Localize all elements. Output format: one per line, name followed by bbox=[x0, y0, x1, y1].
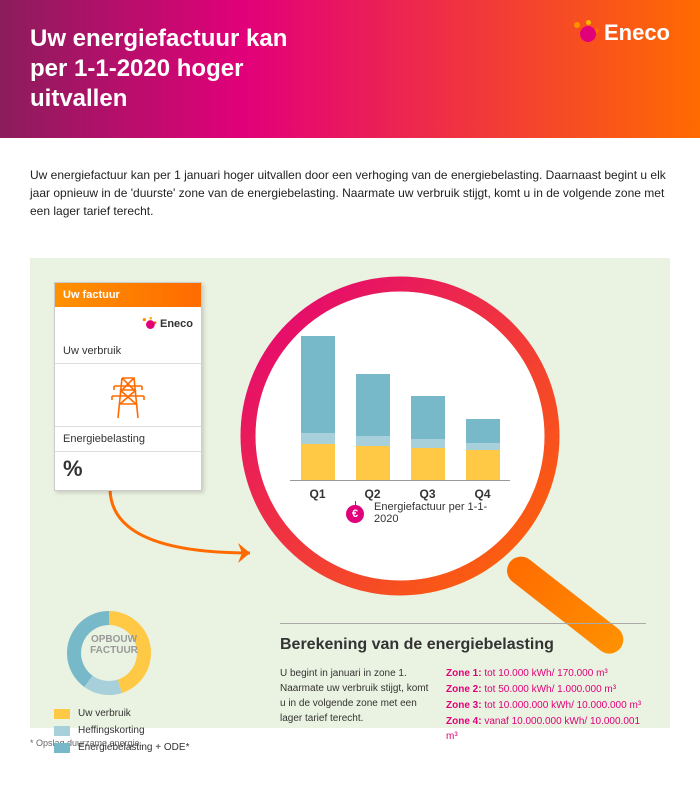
card-brand: Eneco bbox=[55, 307, 201, 339]
magnifier-lens: Q1 Q2 Q3 Q4 € Energiefactuur per 1-1-2020 bbox=[240, 276, 560, 596]
header-title: Uw energiefactuur kan per 1-1-2020 hoger… bbox=[30, 24, 330, 114]
lead-paragraph: Uw energiefactuur kan per 1 januari hoge… bbox=[0, 138, 700, 248]
bar bbox=[301, 336, 335, 480]
infographic-panel: Uw factuur Eneco Uw verbruik Energiebela… bbox=[30, 258, 670, 728]
logo-dots-icon bbox=[574, 20, 600, 46]
zone-row: Zone 2: tot 50.000 kWh/ 1.000.000 m³ bbox=[446, 682, 646, 697]
donut-chart: OPBOUW FACTUUR bbox=[54, 598, 164, 713]
donut-label: OPBOUW FACTUUR bbox=[84, 634, 144, 656]
legend-row: Heffingskorting bbox=[54, 725, 189, 736]
legend-row: Uw verbruik bbox=[54, 708, 189, 719]
bar bbox=[411, 396, 445, 480]
bar bbox=[356, 374, 390, 480]
pylon-icon bbox=[108, 374, 148, 418]
zone-row: Zone 3: tot 10.000.000 kWh/ 10.000.000 m… bbox=[446, 698, 646, 713]
zone-row: Zone 1: tot 10.000 kWh/ 170.000 m³ bbox=[446, 666, 646, 681]
x-label: Q3 bbox=[419, 487, 435, 501]
x-label: Q1 bbox=[309, 487, 325, 501]
card-row-pylon bbox=[55, 364, 201, 427]
card-row-pct: % bbox=[55, 452, 201, 490]
zone-row: Zone 4: vanaf 10.000.000 kWh/ 10.000.001… bbox=[446, 714, 646, 744]
card-row-usage: Uw verbruik bbox=[55, 339, 201, 364]
legend-row: Energiebelasting + ODE* bbox=[54, 742, 189, 753]
header-banner: Uw energiefactuur kan per 1-1-2020 hoger… bbox=[0, 0, 700, 138]
brand-name: Eneco bbox=[604, 20, 670, 46]
arrow-icon bbox=[100, 483, 270, 573]
legend: Uw verbruik Heffingskorting Energiebelasti… bbox=[54, 708, 189, 759]
x-label: Q2 bbox=[364, 487, 380, 501]
invoice-card: Uw factuur Eneco Uw verbruik Energiebela… bbox=[54, 282, 202, 491]
x-label: Q4 bbox=[474, 487, 490, 501]
calc-intro: U begint in januari in zone 1. Naarmate … bbox=[280, 666, 430, 745]
card-title: Uw factuur bbox=[55, 283, 201, 307]
brand-logo: Eneco bbox=[574, 20, 670, 46]
calculation-section: Berekening van de energiebelasting U beg… bbox=[280, 623, 646, 745]
bar-chart: Q1 Q2 Q3 Q4 € Energiefactuur per 1-1-2020 bbox=[290, 331, 510, 531]
euro-badge-icon: € bbox=[346, 505, 364, 523]
bar bbox=[466, 419, 500, 480]
card-row-tax: Energiebelasting bbox=[55, 427, 201, 452]
chart-caption: Energiefactuur per 1-1-2020 bbox=[374, 501, 510, 525]
calc-title: Berekening van de energiebelasting bbox=[280, 636, 646, 654]
